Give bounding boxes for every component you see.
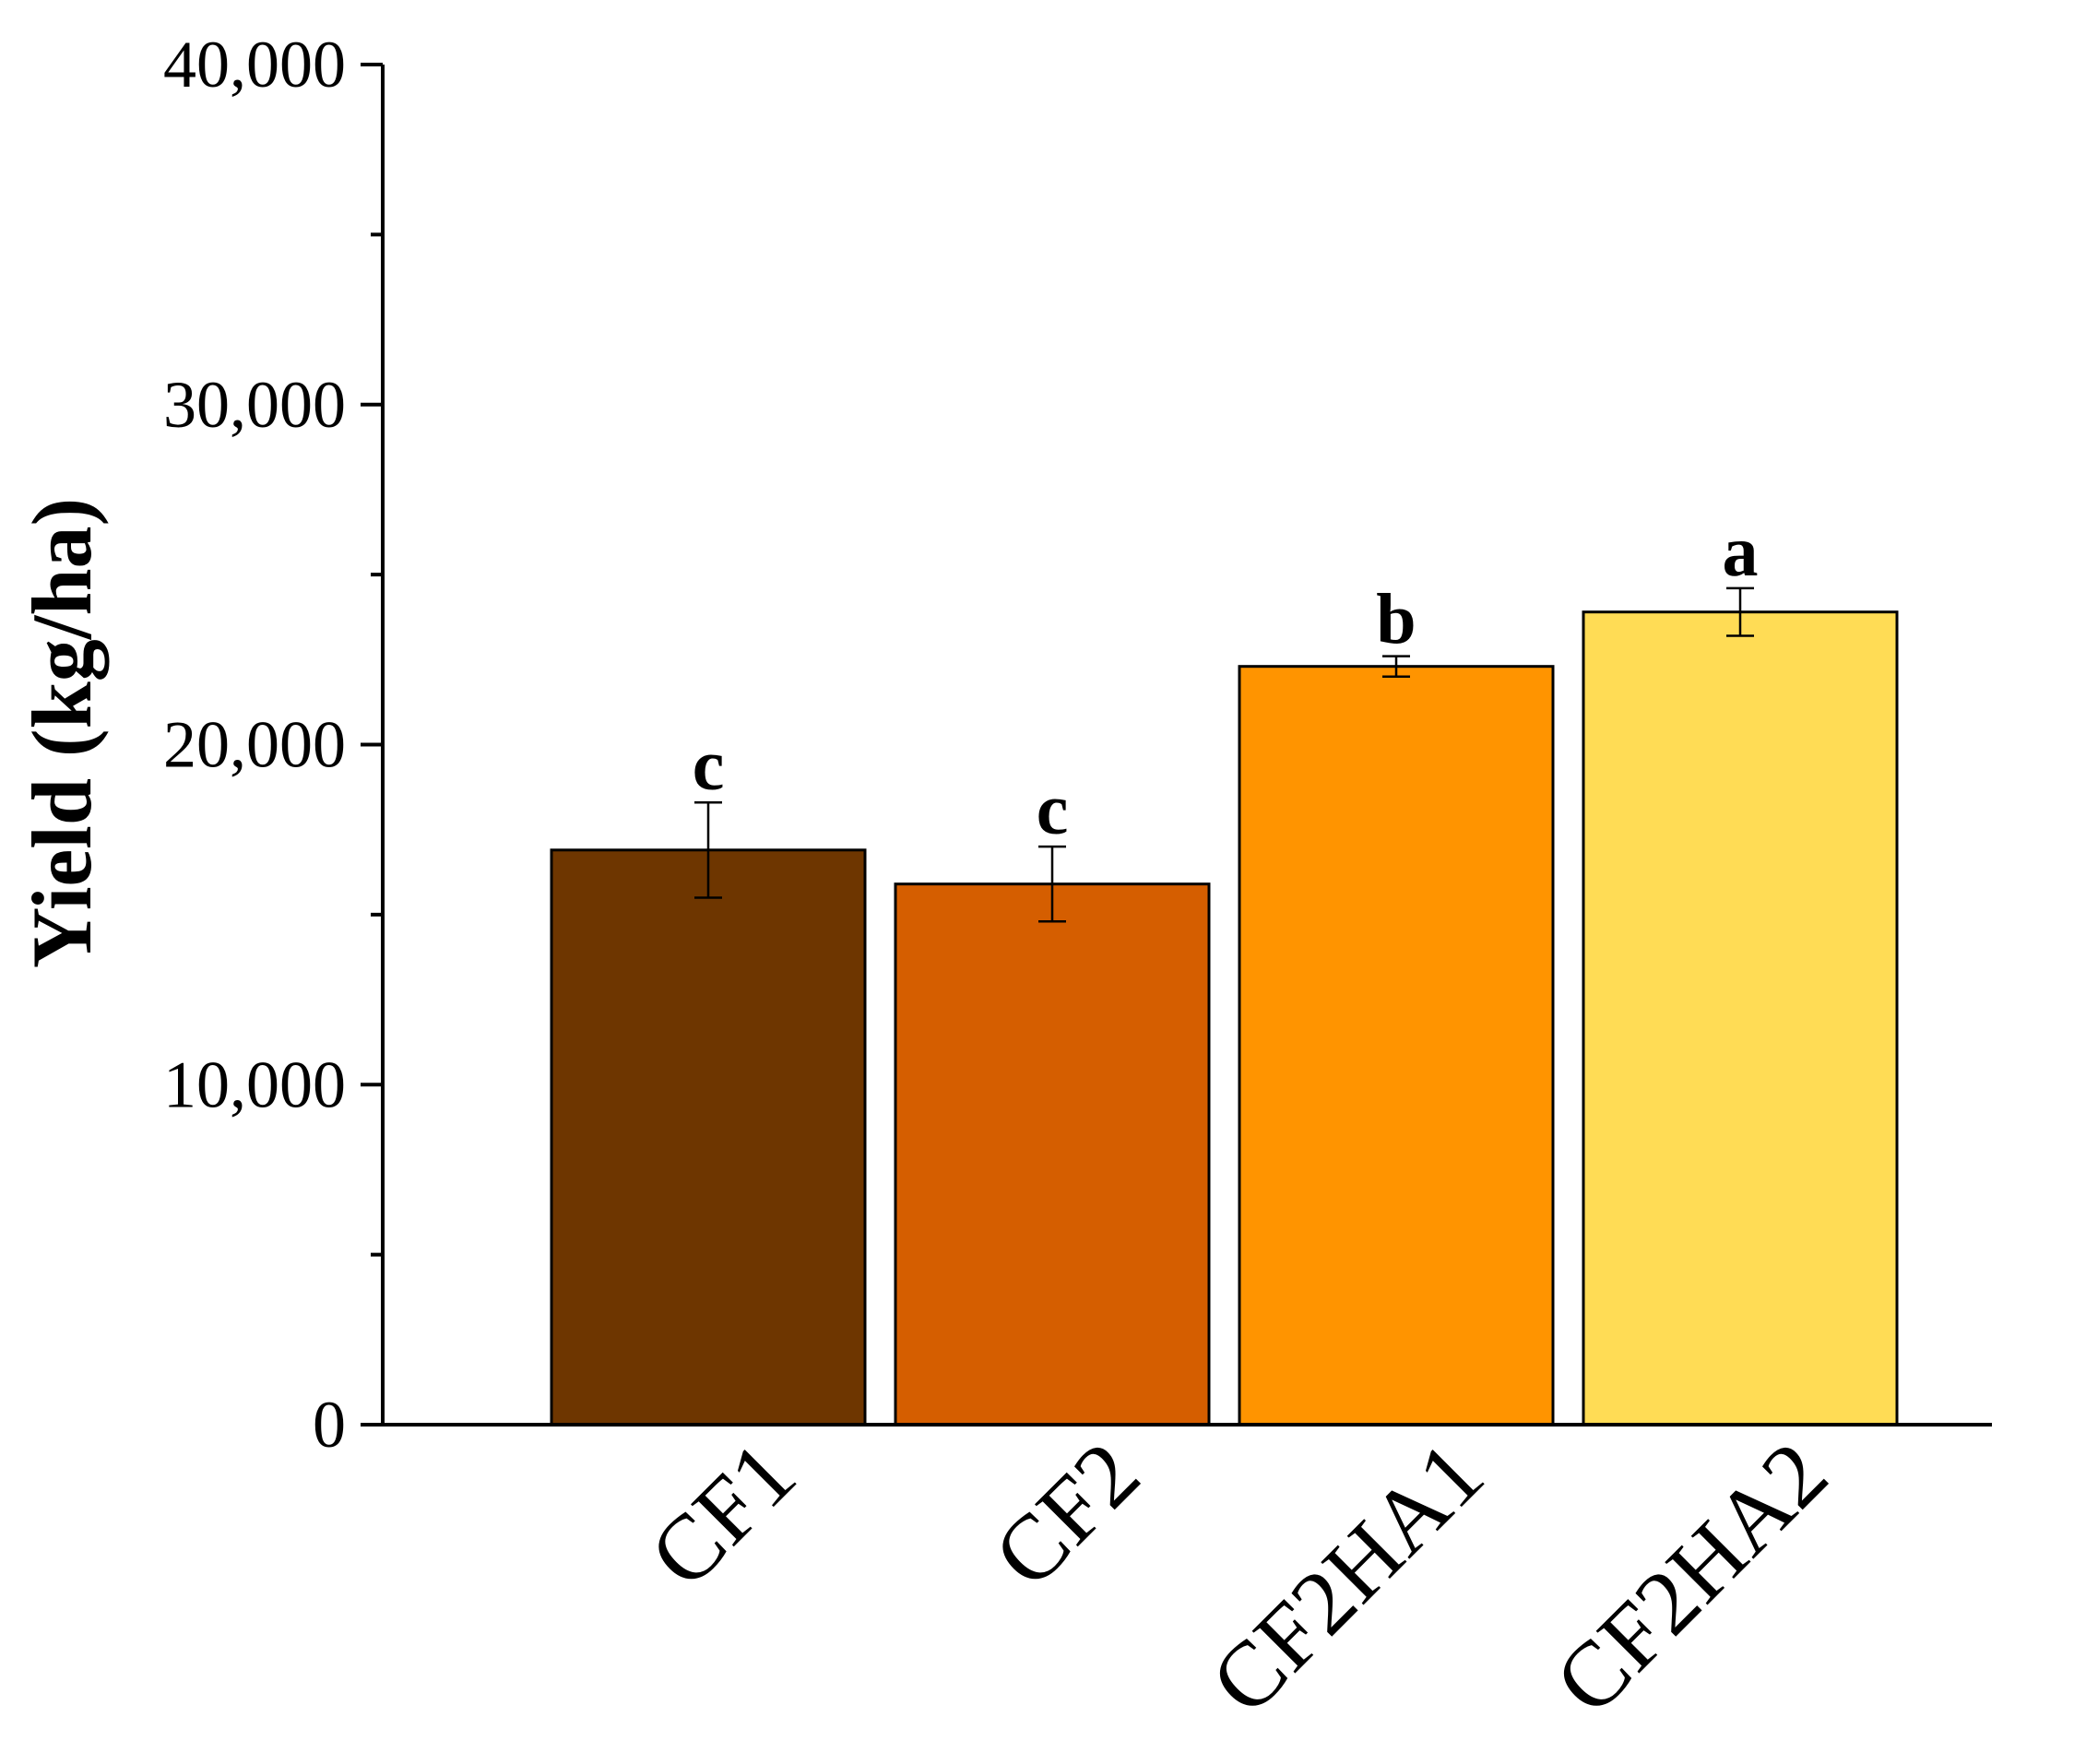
y-axis-title: Yield (kg/ha) [15,498,109,968]
category-labels-group: CF1 CF2 CF2HA1 CF2HA2 [630,1422,1846,1734]
bar-cf2ha1 [1238,665,1555,1427]
significance-label: a [1723,511,1759,591]
bars-group [550,610,1899,1427]
y-tick-label: 10,000 [163,1048,346,1121]
bar-cf2ha2 [1582,610,1899,1427]
bar-cf2 [894,882,1211,1427]
y-tick-label: 30,000 [163,368,346,442]
x-tick-label-cf2ha2: CF2HA2 [1535,1422,1847,1734]
significance-label: c [693,725,725,805]
significance-label: c [1037,769,1069,849]
x-tick-label-cf2ha1: CF2HA1 [1191,1422,1503,1734]
x-tick-label-cf1: CF1 [630,1422,814,1606]
x-tick-label-cf2: CF2 [974,1422,1158,1606]
bar-cf1 [550,848,867,1427]
y-axis-ticks: 0 10,000 20,000 30,000 40,000 [163,28,383,1462]
error-bars-group [694,586,1754,923]
significance-labels-group: c c b a [693,511,1759,849]
y-tick-label: 20,000 [163,708,346,782]
y-tick-label: 40,000 [163,28,346,101]
y-tick-label: 0 [313,1388,346,1462]
significance-label: b [1376,579,1416,659]
